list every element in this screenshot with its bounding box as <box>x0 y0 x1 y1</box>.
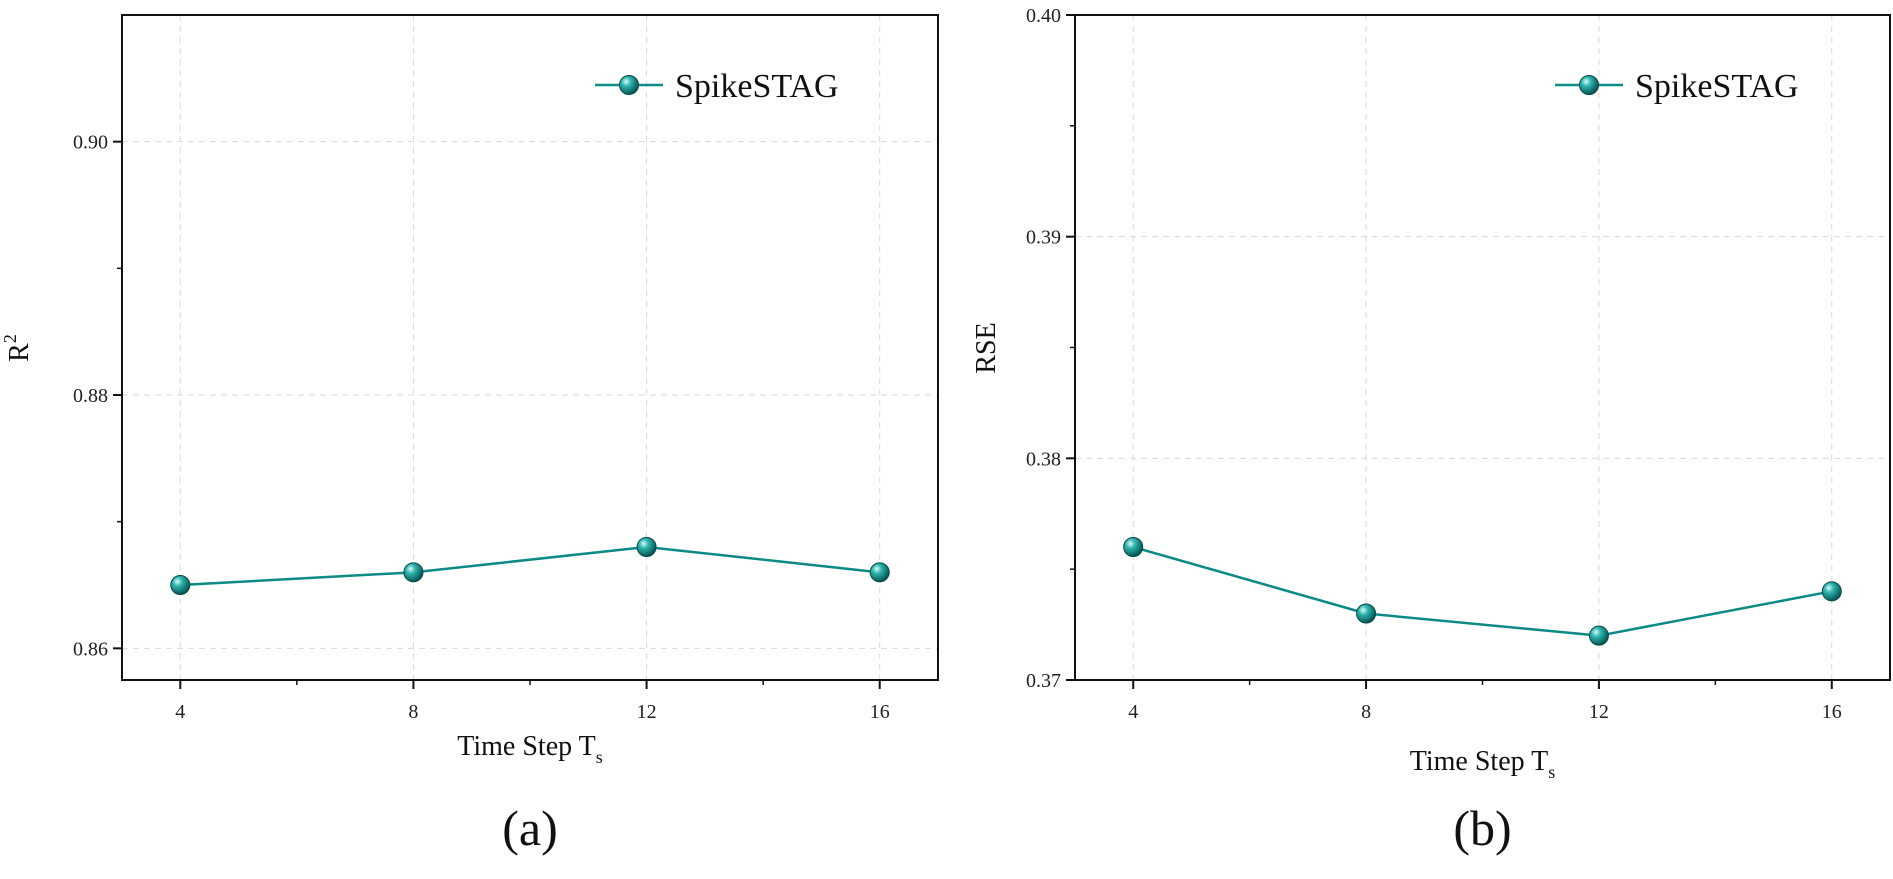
data-point <box>1123 537 1144 557</box>
legend-label: SpikeSTAG <box>675 68 839 105</box>
y-axis-label-main: R <box>4 343 35 362</box>
plot-frame <box>1074 14 1891 681</box>
legend: SpikeSTAG <box>1555 68 1799 105</box>
x-tick-label: 16 <box>1822 701 1842 723</box>
x-axis-label-subscript: s <box>1548 762 1555 782</box>
y-axis-label-superscript: 2 <box>0 334 20 343</box>
x-axis-label: Time Step Ts <box>457 731 603 767</box>
x-tick-label: 12 <box>1589 701 1609 723</box>
legend: SpikeSTAG <box>595 68 839 105</box>
y-tick-label: 0.37 <box>1026 670 1061 692</box>
x-tick-label: 8 <box>408 701 418 723</box>
x-axis-label-main: Time Step T <box>457 731 595 762</box>
chart-panel-a: 4 8 12 16 0.86 0.88 0.90 Time Step Ts R2 SpikeSTA… <box>0 14 939 856</box>
data-point <box>636 537 657 557</box>
series-line <box>180 545 880 587</box>
series-line <box>1132 545 1833 637</box>
x-tick-label: 8 <box>1361 701 1371 723</box>
y-tick-label: 0.40 <box>1026 5 1061 27</box>
y-axis-label: RSE <box>971 322 1002 373</box>
x-tick-label: 4 <box>175 701 185 723</box>
y-tick-label: 0.39 <box>1026 227 1061 249</box>
chart-panel-b: 4 8 12 16 0.37 0.38 0.39 0.40 Time Step Ts RSE Spi… <box>971 5 1891 856</box>
data-point <box>1821 581 1842 602</box>
x-axis-label-main: Time Step T <box>1410 746 1548 777</box>
data-point <box>403 562 424 583</box>
data-point <box>869 562 890 583</box>
legend-marker <box>1579 75 1599 95</box>
legend-label: SpikeSTAG <box>1635 68 1799 105</box>
data-point <box>1588 625 1609 646</box>
x-axis-label-subscript: s <box>596 747 603 767</box>
data-point <box>1356 603 1377 624</box>
plot-frame <box>121 14 939 681</box>
y-tick-label: 0.38 <box>1026 448 1061 470</box>
x-tick-label: 16 <box>870 701 890 723</box>
x-axis-label: Time Step Ts <box>1410 746 1556 782</box>
y-tick-label: 0.90 <box>73 132 108 154</box>
panel-label: (b) <box>1453 800 1511 856</box>
data-point <box>170 575 191 595</box>
y-tick-label: 0.86 <box>73 638 108 660</box>
panel-label: (a) <box>502 800 558 856</box>
y-axis-label-main: RSE <box>971 322 1002 373</box>
x-tick-label: 4 <box>1128 701 1138 723</box>
y-tick-label: 0.88 <box>73 385 108 407</box>
x-tick-label: 12 <box>637 701 657 723</box>
legend-marker <box>619 75 639 95</box>
y-axis-label: R2 <box>0 334 35 362</box>
